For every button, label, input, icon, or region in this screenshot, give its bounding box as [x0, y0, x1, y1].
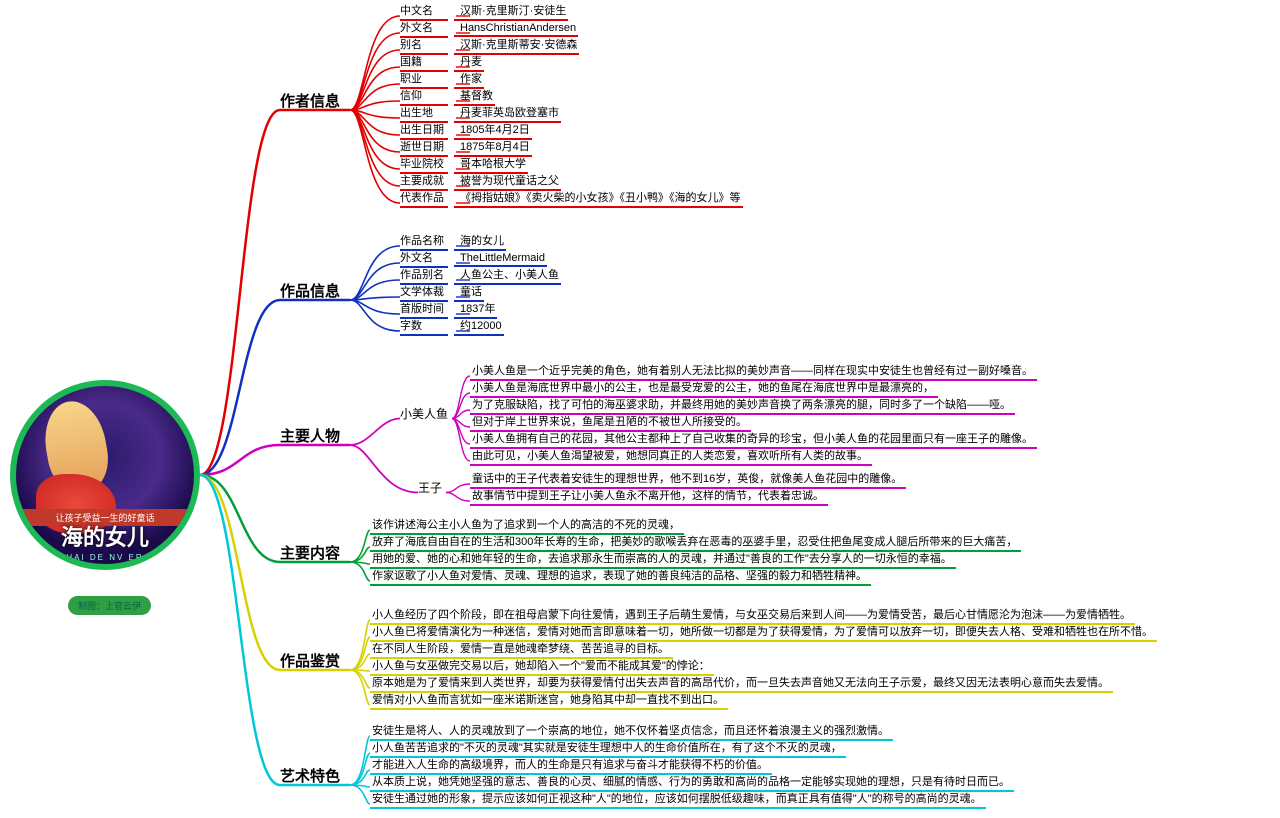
char-prince: 王子	[418, 479, 442, 496]
branch-author: 作者信息	[280, 90, 340, 111]
branch-content: 主要内容	[280, 542, 340, 563]
branch-work: 作品信息	[280, 280, 340, 301]
root-title: 海的女儿	[16, 520, 194, 552]
content-line: 作家讴歌了小人鱼对爱情、灵魂、理想的追求，表现了她的善良纯洁的品格、坚强的毅力和…	[370, 567, 871, 586]
char-mermaid: 小美人鱼	[400, 405, 448, 422]
credit-badge: 制图：上官云伊	[68, 596, 151, 615]
branch-art: 艺术特色	[280, 765, 340, 786]
root-node: 让孩子受益一生的好童话 海的女儿 HAI DE NV ER	[10, 380, 200, 570]
author-row: 代表作品《拇指姑娘》《卖火柴的小女孩》《丑小鸭》《海的女儿》等	[400, 189, 743, 209]
root-subtitle: HAI DE NV ER	[16, 553, 194, 562]
branch-review: 作品鉴赏	[280, 650, 340, 671]
review-line: 爱情对小人鱼而言犹如一座米诺斯迷宫，她身陷其中却一直找不到出口。	[370, 691, 728, 710]
art-line: 安徒生通过她的形象，提示应该如何正视这种"人"的地位，应该如何摆脱低级趣味，而真…	[370, 790, 986, 809]
branch-chars: 主要人物	[280, 425, 340, 446]
work-row: 字数约12000	[400, 317, 504, 337]
char-prince-line: 故事情节中提到王子让小美人鱼永不离开他，这样的情节，代表着忠诚。	[470, 487, 828, 506]
char-mermaid-line: 由此可见，小美人鱼渴望被爱，她想同真正的人类恋爱，喜欢听所有人类的故事。	[470, 447, 872, 466]
